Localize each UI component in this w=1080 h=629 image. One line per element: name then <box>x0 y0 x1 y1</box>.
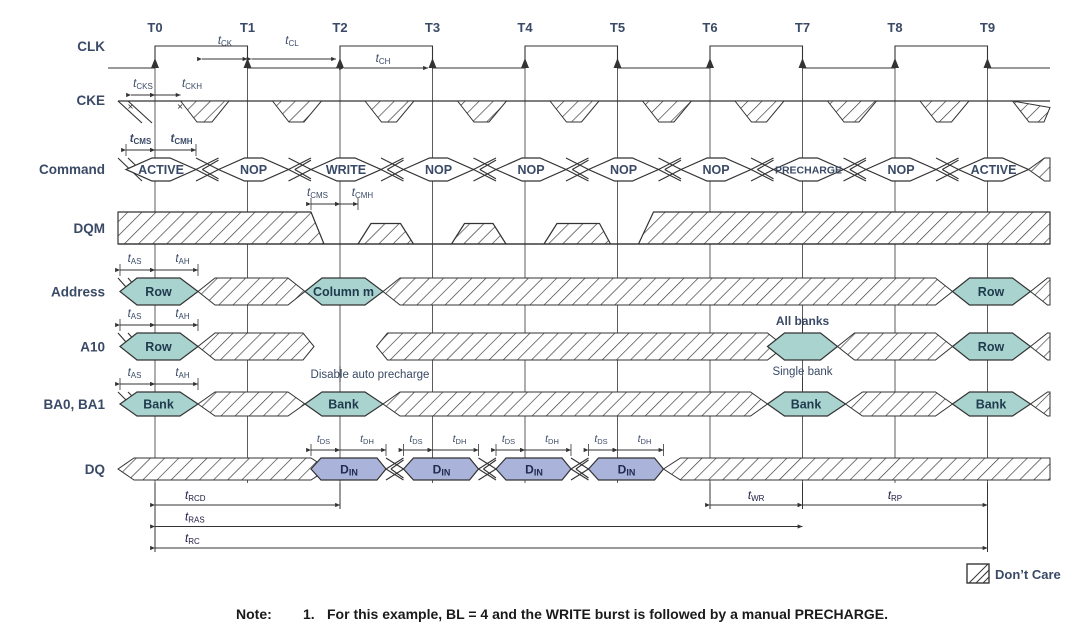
svg-text:T9: T9 <box>980 20 995 35</box>
svg-text:T7: T7 <box>795 20 810 35</box>
svg-text:ACTIVE: ACTIVE <box>971 163 1017 177</box>
svg-text:Single bank: Single bank <box>772 366 832 378</box>
svg-text:Row: Row <box>145 285 172 299</box>
svg-text:T5: T5 <box>610 20 625 35</box>
svg-text:tCKH: tCKH <box>182 78 202 91</box>
svg-text:BA0, BA1: BA0, BA1 <box>43 397 105 412</box>
svg-text:tCMS: tCMS <box>130 133 152 146</box>
svg-text:Bank: Bank <box>328 397 359 411</box>
svg-text:Row: Row <box>978 285 1005 299</box>
svg-text:tRP: tRP <box>888 490 902 503</box>
svg-text:DQM: DQM <box>74 221 106 236</box>
svg-text:tRCD: tRCD <box>185 490 206 503</box>
svg-text:tDH: tDH <box>545 433 559 446</box>
svg-text:A10: A10 <box>80 340 105 355</box>
svg-text:tDS: tDS <box>502 433 515 446</box>
svg-text:T2: T2 <box>332 20 347 35</box>
svg-text:tAH: tAH <box>175 367 190 380</box>
svg-text:Address: Address <box>51 285 105 300</box>
svg-text:NOP: NOP <box>887 163 914 177</box>
svg-text:tCK: tCK <box>218 35 233 48</box>
svg-text:tCH: tCH <box>376 53 391 66</box>
svg-text:Column m: Column m <box>313 285 374 299</box>
svg-text:DQ: DQ <box>85 462 105 477</box>
svg-text:PRECHARGE: PRECHARGE <box>775 164 842 176</box>
svg-text:tRAS: tRAS <box>185 512 205 525</box>
svg-text:T6: T6 <box>702 20 717 35</box>
svg-text:tCL: tCL <box>285 35 299 48</box>
svg-text:NOP: NOP <box>702 163 729 177</box>
svg-text:1.: 1. <box>303 606 315 622</box>
svg-text:Bank: Bank <box>143 397 174 411</box>
svg-text:tAS: tAS <box>128 308 142 321</box>
svg-text:tAS: tAS <box>128 253 142 266</box>
svg-text:NOP: NOP <box>425 163 452 177</box>
svg-text:NOP: NOP <box>610 163 637 177</box>
svg-text:tCMH: tCMH <box>170 133 192 146</box>
svg-text:T1: T1 <box>240 20 255 35</box>
svg-text:tCMS: tCMS <box>307 187 328 200</box>
svg-text:Command: Command <box>39 162 105 177</box>
svg-text:tCKS: tCKS <box>133 78 153 91</box>
svg-text:CKE: CKE <box>76 93 105 108</box>
svg-text:T0: T0 <box>147 20 162 35</box>
svg-text:tWR: tWR <box>748 490 765 503</box>
svg-text:tAH: tAH <box>175 308 190 321</box>
svg-text:T3: T3 <box>425 20 440 35</box>
svg-text:Note:: Note: <box>236 606 272 622</box>
svg-text:tDH: tDH <box>360 433 374 446</box>
svg-text:tRC: tRC <box>185 533 200 546</box>
svg-text:Row: Row <box>145 340 172 354</box>
svg-text:For this example, BL = 4 and t: For this example, BL = 4 and the WRITE b… <box>327 606 888 622</box>
svg-text:Bank: Bank <box>976 397 1007 411</box>
svg-text:tDH: tDH <box>453 433 467 446</box>
svg-text:CLK: CLK <box>77 39 105 54</box>
svg-text:tDS: tDS <box>317 433 330 446</box>
svg-text:T4: T4 <box>517 20 533 35</box>
svg-text:tAS: tAS <box>128 367 142 380</box>
svg-text:T8: T8 <box>887 20 902 35</box>
svg-text:tAH: tAH <box>175 253 190 266</box>
svg-text:WRITE: WRITE <box>326 163 366 177</box>
svg-text:Disable auto precharge: Disable auto precharge <box>311 369 430 381</box>
svg-text:tDH: tDH <box>638 433 652 446</box>
svg-text:Bank: Bank <box>791 397 822 411</box>
svg-text:tDS: tDS <box>409 433 422 446</box>
svg-text:NOP: NOP <box>517 163 544 177</box>
svg-text:tDS: tDS <box>594 433 607 446</box>
svg-text:tCMH: tCMH <box>352 187 374 200</box>
svg-text:ACTIVE: ACTIVE <box>138 163 184 177</box>
svg-text:NOP: NOP <box>240 163 267 177</box>
svg-text:Row: Row <box>978 340 1005 354</box>
svg-text:Don’t Care: Don’t Care <box>995 567 1061 582</box>
